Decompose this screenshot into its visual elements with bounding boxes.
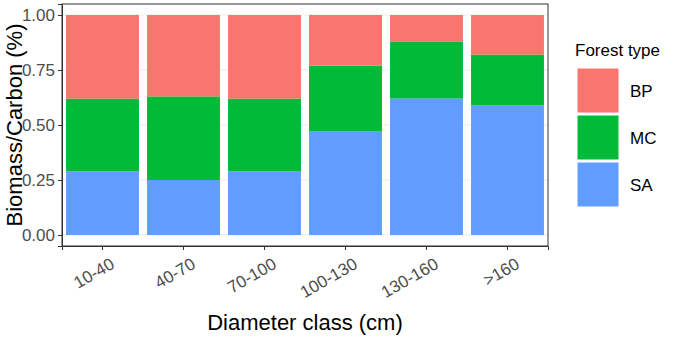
bar [471, 105, 544, 235]
y-tick-mark [58, 180, 62, 181]
chart: 0.00 0.25 0.50 0.75 1.00 10-40 40-70 70-100 100-… [0, 0, 685, 340]
y-axis-line [58, 5, 63, 247]
x-tick-mark [426, 246, 427, 250]
grid [62, 15, 548, 235]
x-tick-mark [102, 246, 103, 250]
bar [390, 15, 463, 41]
bars [66, 15, 544, 235]
y-tick-mark [58, 125, 62, 126]
legend-key [577, 115, 619, 160]
x-tick-mark [183, 246, 184, 250]
series [66, 99, 544, 235]
bar [147, 180, 220, 235]
x-tick: 40-70 [151, 246, 198, 293]
y-tick: 1.00 [22, 6, 62, 25]
bar [309, 15, 382, 66]
y-tick-label: 1.00 [22, 6, 55, 25]
plot-frame [62, 4, 548, 246]
legend-label: BP [630, 82, 653, 101]
y-tick-mark [58, 235, 62, 236]
x-tick: 100-130 [297, 246, 361, 302]
plot-background [62, 4, 548, 246]
bar [471, 15, 544, 55]
bar [66, 171, 139, 235]
x-tick: 10-40 [70, 246, 117, 293]
legend-key [577, 162, 619, 207]
x-tick-label: 70-100 [224, 254, 279, 297]
x-tick-label: >160 [480, 254, 523, 290]
bar [309, 66, 382, 132]
series [66, 15, 544, 99]
bar [309, 132, 382, 235]
legend: Forest type BP MC SA [575, 41, 660, 207]
y-tick: 0.75 [22, 61, 62, 80]
x-axis: 10-40 40-70 70-100 100-130 130-160 >160 [63, 246, 549, 302]
legend-key [577, 68, 619, 113]
x-tick-mark [264, 246, 265, 250]
x-tick-label: 100-130 [297, 254, 361, 302]
bar [228, 171, 301, 235]
bar [228, 99, 301, 172]
bar [228, 15, 301, 99]
legend-label: SA [630, 176, 653, 195]
y-tick: 0.50 [22, 116, 62, 135]
bar [66, 99, 139, 172]
legend-title: Forest type [575, 41, 660, 60]
y-tick: 0.25 [22, 171, 62, 190]
x-tick-mark [507, 246, 508, 250]
x-axis-line [63, 247, 549, 251]
x-tick: >160 [480, 246, 523, 290]
y-tick-mark [58, 15, 62, 16]
x-tick-label: 40-70 [151, 254, 198, 292]
x-tick-label: 130-160 [378, 254, 442, 302]
y-tick-mark [58, 70, 62, 71]
bar [390, 99, 463, 235]
bar [147, 96, 220, 180]
y-tick-label: 0.00 [22, 226, 55, 245]
bar [390, 41, 463, 98]
x-tick: 130-160 [378, 246, 442, 302]
y-axis-title: Biomass/Carbon (%) [2, 24, 27, 227]
x-tick: 70-100 [224, 246, 279, 297]
bar [66, 15, 139, 99]
y-axis: 0.00 0.25 0.50 0.75 1.00 [22, 5, 63, 247]
y-tick: 0.00 [22, 226, 62, 245]
legend-label: MC [630, 129, 656, 148]
x-axis-title: Diameter class (cm) [207, 310, 403, 335]
x-tick-label: 10-40 [70, 254, 117, 292]
bar [147, 15, 220, 96]
bar [471, 55, 544, 106]
x-tick-mark [345, 246, 346, 250]
